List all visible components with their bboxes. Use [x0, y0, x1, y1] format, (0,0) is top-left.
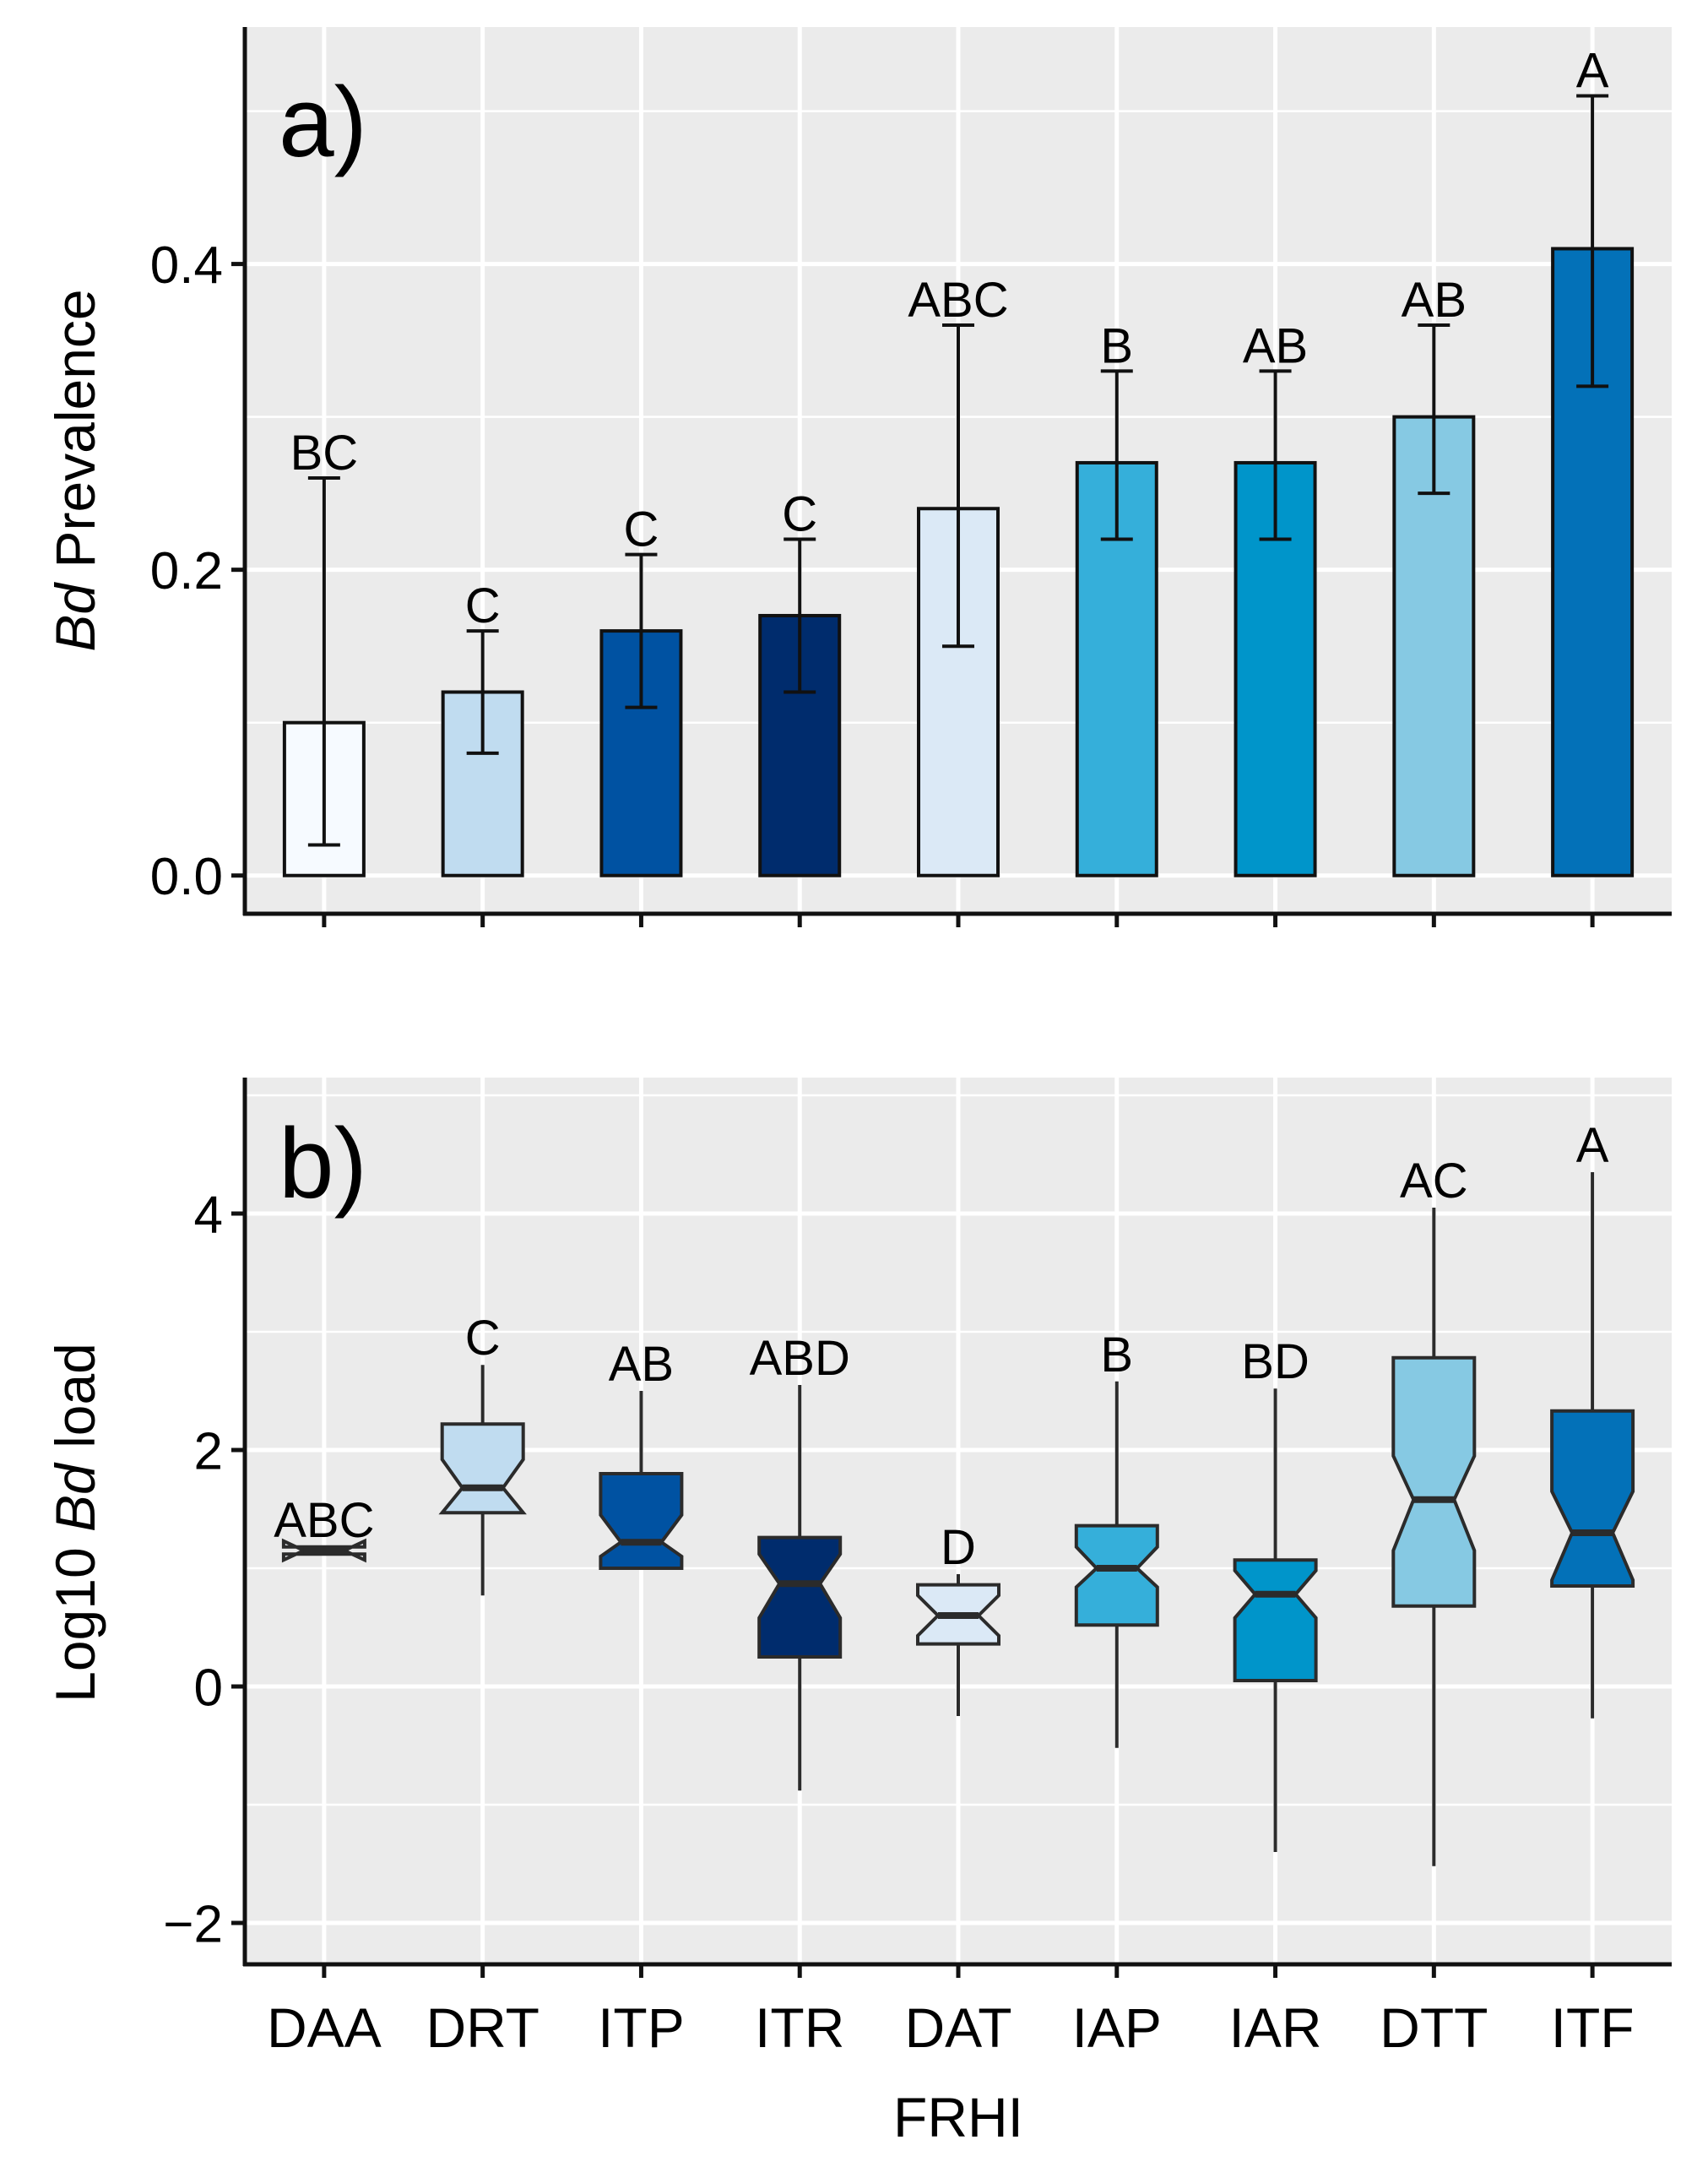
significance-letter: BC [290, 426, 359, 481]
significance-letter: B [1100, 1328, 1133, 1382]
box-itp [599, 1472, 684, 1570]
y-tick-label: 0.0 [150, 848, 223, 906]
significance-letter: ABD [750, 1331, 850, 1386]
significance-letter: C [782, 486, 817, 541]
panel-a-y-axis-title-rest: Prevalence [44, 289, 106, 584]
significance-letter: B [1100, 318, 1133, 373]
panel-b-load: ABC C AB ABD D B BD AC A −2 0 2 4 DAA DRT ITP ITR DAT IAP… [44, 1078, 1672, 2148]
x-tick-label: ITP [598, 1996, 685, 2059]
x-tick-label: IAP [1072, 1996, 1162, 2059]
panel-b-y-axis-title-suffix: load [44, 1343, 106, 1464]
panel-b-y-axis-title: Log10 Bd load [44, 1343, 106, 1703]
panel-b-y-axis-title-prefix: Log10 [44, 1532, 106, 1703]
y-tick-label: 2 [194, 1422, 223, 1480]
panel-b-axes: −2 0 2 4 DAA DRT ITP ITR DAT IAP IAR DTT ITF [163, 1186, 1634, 2059]
significance-letter: C [623, 502, 659, 557]
panel-b-label: b) [279, 1108, 367, 1219]
significance-letter: A [1576, 1118, 1609, 1173]
x-tick-label: ITR [755, 1996, 844, 2059]
bar-itr [758, 613, 842, 877]
significance-letter: ABC [274, 1493, 374, 1548]
y-tick-label: −2 [163, 1895, 223, 1953]
x-tick-label: DAA [267, 1996, 382, 2059]
panel-a-marks: BC C C C ABC B AB AB A [282, 43, 1635, 877]
box-drt [438, 1422, 527, 1515]
significance-letter: AB [1243, 318, 1308, 373]
box-itr [757, 1535, 843, 1659]
box-dtt [1391, 1355, 1477, 1608]
significance-letter: A [1576, 43, 1609, 98]
box-itf [1550, 1409, 1635, 1588]
y-tick-label: 4 [194, 1186, 223, 1244]
box-iar [1233, 1558, 1318, 1682]
x-tick-label: ITF [1551, 1996, 1635, 2059]
y-tick-label: 0 [194, 1659, 223, 1717]
x-tick-label: DAT [904, 1996, 1011, 2059]
significance-letter: AC [1400, 1154, 1468, 1208]
significance-letter: AB [609, 1337, 674, 1392]
significance-letter: ABC [908, 273, 1008, 328]
x-tick-label: DRT [426, 1996, 539, 2059]
significance-letter: D [941, 1520, 976, 1575]
significance-letter: AB [1402, 273, 1467, 328]
y-tick-label: 0.2 [150, 542, 223, 600]
panel-a-y-axis-title-italic: Bd [44, 582, 106, 652]
x-tick-label: DTT [1380, 1996, 1488, 2059]
significance-letter: BD [1241, 1334, 1309, 1389]
panel-a-y-axis-title: Bd Prevalence [44, 289, 106, 651]
significance-letter: C [465, 1311, 501, 1366]
panel-b-y-axis-title-italic: Bd [44, 1462, 106, 1532]
panel-a-label: a) [279, 67, 367, 178]
panel-b-marks: ABC C AB ABD D B BD AC A [274, 1118, 1635, 1866]
significance-letter: C [465, 578, 501, 633]
panel-a-prevalence: BC C C C ABC B AB AB A 0.0 0.2 0.4 a) Bd Prevalenc… [44, 27, 1672, 927]
x-tick-label: IAR [1229, 1996, 1322, 2059]
panel-a-axes: 0.0 0.2 0.4 [150, 236, 1595, 927]
box-iap [1074, 1523, 1159, 1627]
panel-b-x-axis-title: FRHI [893, 2086, 1023, 2148]
y-tick-label: 0.4 [150, 236, 223, 295]
